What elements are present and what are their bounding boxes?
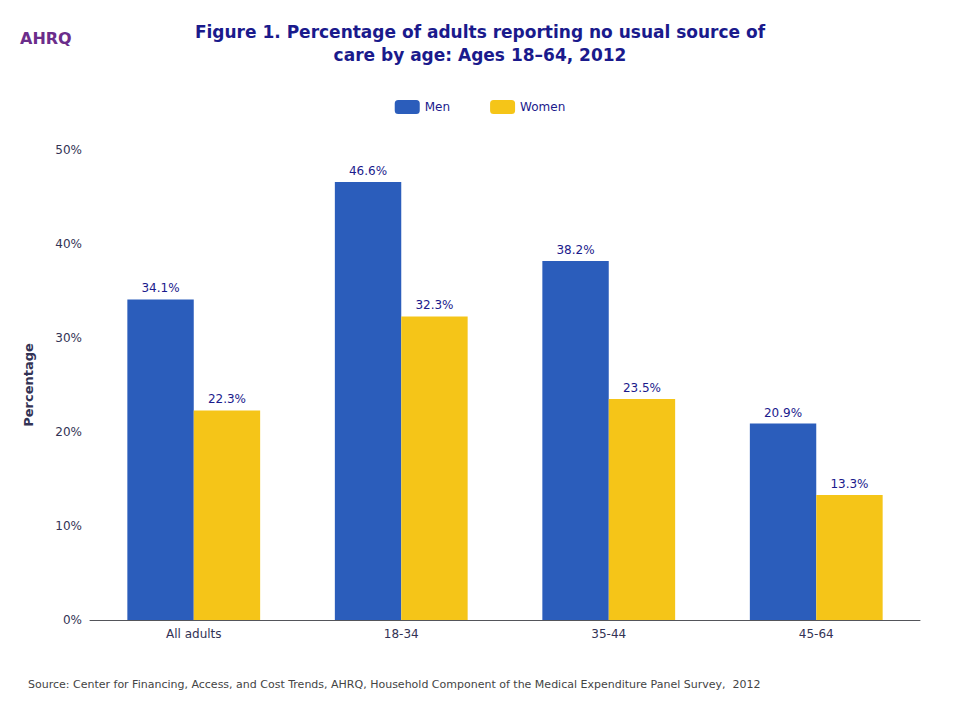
svg-text:50%: 50% [55,143,82,157]
svg-text:35-44: 35-44 [591,627,626,641]
svg-text:10%: 10% [55,519,82,533]
svg-text:32.3%: 32.3% [415,298,453,312]
svg-text:Source: Center for Financing,: Source: Center for Financing, Access, an… [28,678,760,691]
svg-text:30%: 30% [55,331,82,345]
svg-text:Percentage: Percentage [21,343,36,427]
svg-text:40%: 40% [55,237,82,251]
svg-text:38.2%: 38.2% [556,243,594,257]
svg-text:Women: Women [520,100,565,114]
svg-text:20%: 20% [55,425,82,439]
svg-text:AHRQ: AHRQ [20,29,72,48]
svg-text:22.3%: 22.3% [208,392,246,406]
svg-text:care by age: Ages 18–64, 2012: care by age: Ages 18–64, 2012 [334,45,627,65]
svg-text:Figure 1. Percentage of adults: Figure 1. Percentage of adults reporting… [195,22,766,42]
svg-text:23.5%: 23.5% [623,381,661,395]
svg-text:18-34: 18-34 [384,627,419,641]
svg-text:0%: 0% [63,613,82,627]
svg-text:13.3%: 13.3% [830,477,868,491]
svg-text:Men: Men [425,100,450,114]
svg-text:45-64: 45-64 [799,627,834,641]
svg-text:All adults: All adults [166,627,222,641]
svg-text:20.9%: 20.9% [764,406,802,420]
svg-text:34.1%: 34.1% [141,281,179,295]
svg-text:46.6%: 46.6% [349,164,387,178]
